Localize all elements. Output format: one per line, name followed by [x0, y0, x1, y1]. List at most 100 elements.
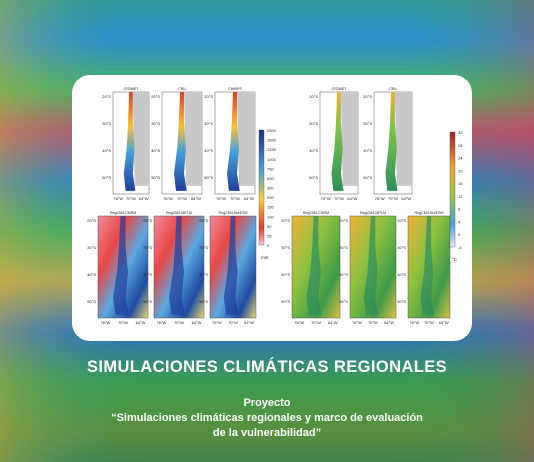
colorbar-label: 32	[458, 130, 463, 135]
lat-label: 50°S	[363, 175, 372, 180]
map-field	[223, 216, 239, 315]
lon-label: 70°W	[230, 196, 240, 201]
lat-label: 50°S	[204, 175, 213, 180]
lat-label: 30°S	[102, 121, 111, 126]
lon-label: 64°W	[328, 320, 338, 325]
colorbar-label: 8	[458, 207, 461, 212]
land-mask	[132, 92, 149, 186]
lat-label: 20°S	[143, 218, 152, 223]
lat-label: 40°S	[87, 272, 96, 277]
lat-label: 20°S	[87, 218, 96, 223]
lon-label: 70°W	[424, 320, 434, 325]
project-name: de la vulnerabilidad”	[213, 427, 321, 439]
lat-label: 50°S	[199, 299, 208, 304]
lon-label: 64°W	[347, 196, 357, 201]
project-label: Proyecto	[243, 397, 290, 409]
colorbar-label: 300	[267, 186, 274, 191]
colorbar-unit: mm	[261, 255, 269, 260]
lon-label: 76°W	[216, 196, 226, 201]
lat-label: 20°S	[151, 94, 160, 99]
lat-label: 30°S	[151, 121, 160, 126]
lat-label: 50°S	[281, 299, 290, 304]
lat-label: 40°S	[102, 148, 111, 153]
colorbar-label: 1250	[267, 147, 277, 152]
lat-label: 20°S	[339, 218, 348, 223]
map-field	[306, 216, 322, 315]
lat-label: 40°S	[199, 272, 208, 277]
lat-label: 20°S	[397, 218, 406, 223]
lat-label: 20°S	[204, 94, 213, 99]
colorbar-label: 24	[458, 156, 463, 161]
lon-label: 64°W	[191, 196, 201, 201]
map-field	[331, 92, 344, 191]
colorbar-label: 750	[267, 166, 274, 171]
lat-label: 40°S	[397, 272, 406, 277]
colorbar-label: 0	[458, 232, 461, 237]
land-mask	[340, 92, 358, 186]
lat-label: 30°S	[309, 121, 318, 126]
lon-label: 76°W	[294, 320, 304, 325]
lon-label: 64°W	[401, 196, 411, 201]
colorbar-label: 25	[267, 233, 272, 238]
land-mask	[184, 92, 202, 186]
lat-label: 30°S	[281, 245, 290, 250]
lat-label: 30°S	[397, 245, 406, 250]
lat-label: 40°S	[309, 148, 318, 153]
lon-label: 70°W	[311, 320, 321, 325]
lon-label: 70°W	[177, 196, 187, 201]
lon-label: 76°W	[321, 196, 331, 201]
lat-label: 50°S	[397, 299, 406, 304]
panel-title: CHIRPS	[228, 87, 242, 91]
colorbar-label: 16	[458, 181, 463, 186]
colorbar-label: 28	[458, 143, 463, 148]
colorbar-label: 100	[267, 214, 274, 219]
lat-label: 40°S	[281, 272, 290, 277]
colorbar-label: 20	[458, 168, 463, 173]
colorbar	[449, 131, 456, 248]
lat-label: 20°S	[199, 218, 208, 223]
lat-label: 30°S	[339, 245, 348, 250]
map-field	[227, 92, 240, 191]
lat-label: 30°S	[204, 121, 213, 126]
lon-label: 70°W	[228, 320, 238, 325]
lat-label: 50°S	[87, 299, 96, 304]
lat-label: 40°S	[151, 148, 160, 153]
panel-title: CR2MET	[124, 87, 140, 91]
land-mask	[394, 92, 412, 186]
lon-label: 64°W	[139, 196, 149, 201]
lon-label: 76°W	[157, 320, 167, 325]
lat-label: 40°S	[339, 272, 348, 277]
lon-label: 76°W	[212, 320, 222, 325]
lon-label: 70°W	[334, 196, 344, 201]
lat-label: 40°S	[363, 148, 372, 153]
colorbar	[258, 129, 265, 246]
lat-label: 50°S	[143, 299, 152, 304]
lon-label: 76°W	[163, 196, 173, 201]
lat-label: 50°S	[102, 175, 111, 180]
colorbar-label: 4	[458, 219, 461, 224]
lon-label: 76°W	[113, 196, 123, 201]
lat-label: 40°S	[204, 148, 213, 153]
lon-label: 76°W	[101, 320, 111, 325]
lat-label: 30°S	[199, 245, 208, 250]
lon-label: 76°W	[352, 320, 362, 325]
map-field	[123, 92, 136, 191]
lat-label: 20°S	[309, 94, 318, 99]
panel-title: RegCM4-NorESM	[219, 211, 248, 215]
lon-label: 70°W	[368, 320, 378, 325]
lat-label: 20°S	[102, 94, 111, 99]
lon-label: 64°W	[192, 320, 202, 325]
lon-label: 70°W	[126, 196, 136, 201]
lon-label: 70°W	[118, 320, 128, 325]
lat-label: 30°S	[143, 245, 152, 250]
panel-title: CR2MET	[332, 87, 348, 91]
map-field	[385, 92, 398, 191]
panel-title: CRU	[389, 87, 397, 91]
lon-label: 76°W	[375, 196, 385, 201]
lon-label: 70°W	[174, 320, 184, 325]
map-field	[169, 216, 185, 315]
lat-label: 30°S	[363, 121, 372, 126]
